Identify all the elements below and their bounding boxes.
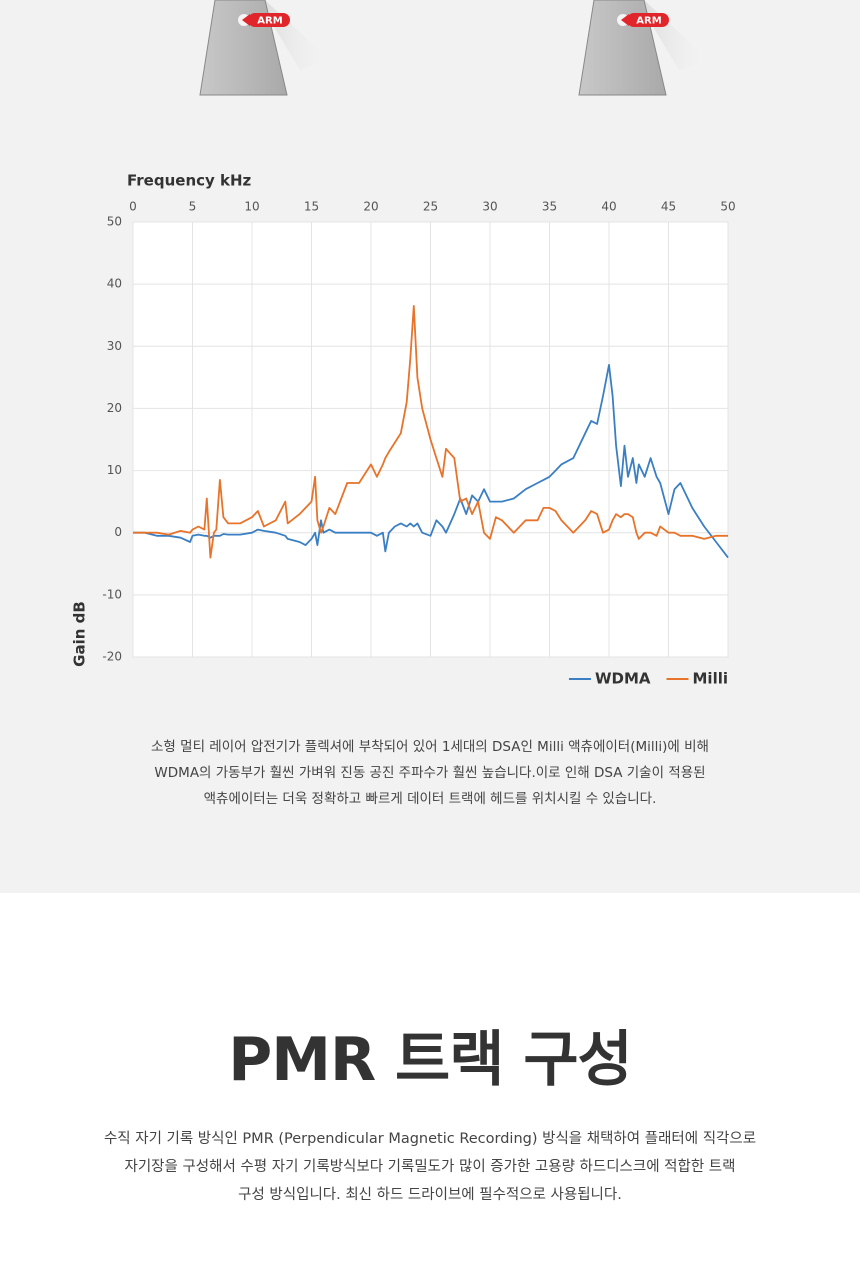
y-tick-label: 50 <box>107 215 122 229</box>
pmr-section: PMR 트랙 구성 수직 자기 기록 방식인 PMR (Perpendicula… <box>0 893 860 1287</box>
text-line: 자기장을 구성해서 수평 자기 기록방식보다 기록밀도가 많이 증가한 고용량 … <box>124 1159 736 1175</box>
y-tick-label: 40 <box>107 277 122 291</box>
section-text: 수직 자기 기록 방식인 PMR (Perpendicular Magnetic… <box>0 1125 860 1209</box>
x-tick-label: 25 <box>423 200 438 214</box>
arm-image: ARM <box>199 0 330 96</box>
x-tick-label: 35 <box>542 200 557 214</box>
top-section: ARM ARM Frequency kHz Gain dB 0 5 10 15 20 25… <box>0 0 860 893</box>
x-tick-label: 5 <box>189 200 197 214</box>
caption-line: 액츄에이터는 더욱 정확하고 빠르게 데이터 트랙에 헤드를 위치시킬 수 있습… <box>203 791 657 807</box>
arm-image: ARM <box>578 0 709 96</box>
caption-line: WDMA의 가동부가 훨씬 가벼워 진동 공진 주파수가 훨씬 높습니다.이로 … <box>154 765 706 781</box>
x-axis-title: Frequency kHz <box>127 172 252 190</box>
arm-label: ARM <box>636 16 661 27</box>
x-tick-label: 0 <box>129 200 137 214</box>
x-tick-label: 30 <box>482 200 497 214</box>
chart: ARM ARM Frequency kHz Gain dB 0 5 10 15 20 25… <box>71 0 736 688</box>
line-series <box>133 304 728 559</box>
x-tick-label: 40 <box>601 200 616 214</box>
y-tick-label: 0 <box>114 525 122 539</box>
y-tick-label: 20 <box>107 401 122 415</box>
x-tick-label: 45 <box>661 200 676 214</box>
caption: 소형 멀티 레이어 압전기가 플렉셔에 부착되어 있어 1세대의 DSA인 Mi… <box>0 734 860 812</box>
x-tick-label: 15 <box>304 200 319 214</box>
caption-line: 소형 멀티 레이어 압전기가 플렉셔에 부착되어 있어 1세대의 DSA인 Mi… <box>151 739 709 755</box>
section-title: PMR 트랙 구성 <box>228 1025 632 1095</box>
x-tick-label: 20 <box>363 200 378 214</box>
legend-label: WDMA <box>595 670 651 688</box>
x-tick-label: 50 <box>720 200 735 214</box>
text-line: 구성 방식입니다. 최신 하드 드라이브에 필수적으로 사용됩니다. <box>238 1187 622 1203</box>
y-tick-label: -10 <box>102 587 122 601</box>
y-tick-label: 30 <box>107 339 122 353</box>
legend-label: Milli <box>693 670 729 688</box>
y-tick-label: -20 <box>102 650 122 664</box>
x-tick-label: 10 <box>244 200 259 214</box>
text-line: 수직 자기 기록 방식인 PMR (Perpendicular Magnetic… <box>103 1131 757 1147</box>
y-tick-label: 10 <box>107 463 122 477</box>
arm-label: ARM <box>257 16 282 27</box>
line-series <box>133 363 729 559</box>
y-axis-title: Gain dB <box>71 601 89 667</box>
